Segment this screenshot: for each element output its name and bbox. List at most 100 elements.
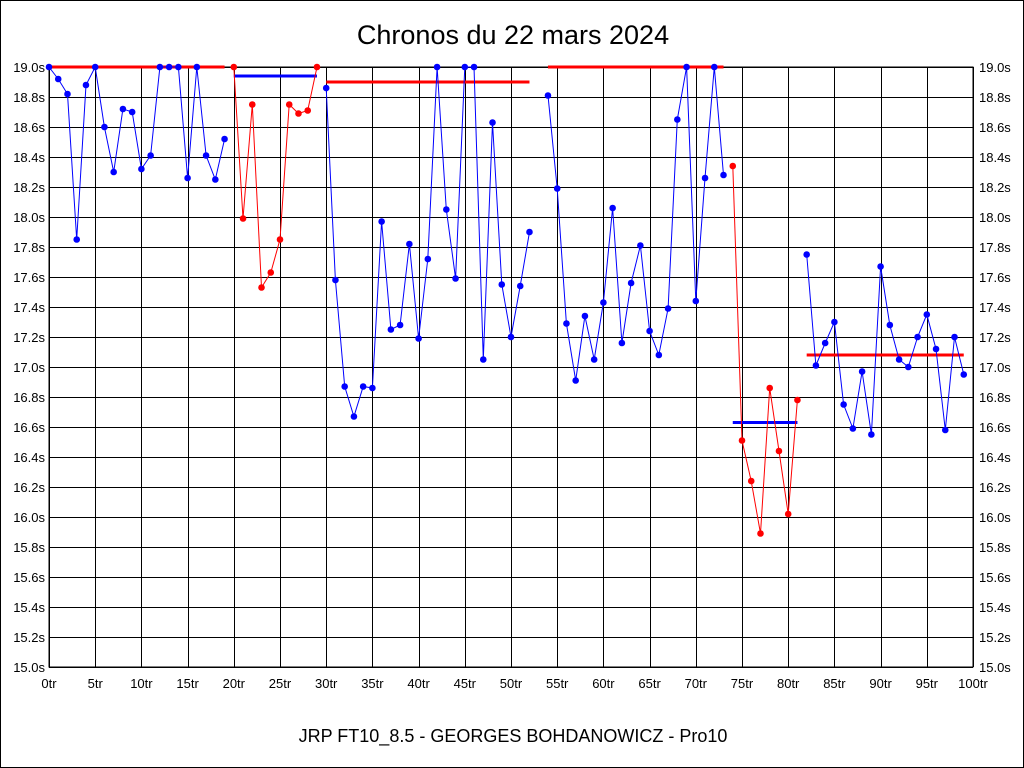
- y-tick-label-right: 17.2s: [979, 330, 1011, 345]
- data-point: [230, 63, 238, 71]
- y-tick-label-left: 19.0s: [13, 60, 45, 75]
- y-tick-label-right: 18.8s: [979, 90, 1011, 105]
- data-point: [184, 174, 191, 182]
- data-point: [775, 447, 783, 455]
- data-point: [452, 275, 459, 282]
- data-point: [914, 333, 921, 341]
- data-point: [119, 105, 127, 113]
- data-point: [378, 218, 385, 225]
- data-point: [350, 413, 358, 420]
- data-point: [895, 356, 903, 363]
- data-point: [701, 174, 709, 182]
- y-tick-label-left: 16.0s: [13, 510, 45, 525]
- y-tick-label-left: 18.8s: [13, 90, 45, 105]
- data-point: [877, 263, 884, 270]
- data-point: [692, 297, 700, 305]
- y-tick-label-left: 15.0s: [13, 660, 45, 675]
- data-point: [544, 92, 552, 99]
- data-point: [618, 339, 626, 347]
- data-point: [101, 123, 108, 131]
- data-point: [91, 63, 99, 71]
- data-point: [359, 383, 367, 390]
- x-tick-label: 0tr: [41, 676, 57, 691]
- x-tick-label: 30tr: [315, 676, 338, 691]
- x-tick-label: 90tr: [869, 676, 892, 691]
- series-line: [48, 65, 226, 240]
- data-point: [526, 228, 533, 236]
- x-tick-label: 15tr: [176, 676, 199, 691]
- data-point: [553, 185, 561, 192]
- data-point: [757, 530, 764, 537]
- y-tick-label-left: 16.8s: [13, 390, 45, 405]
- y-tick-label-left: 17.4s: [13, 300, 45, 315]
- data-point: [267, 269, 275, 276]
- data-point: [766, 384, 774, 392]
- x-tick-label: 40tr: [407, 676, 430, 691]
- data-point: [812, 362, 820, 369]
- data-point: [295, 110, 302, 117]
- data-point: [951, 333, 958, 341]
- series-line: [547, 66, 724, 381]
- y-tick-label-right: 15.0s: [979, 660, 1011, 675]
- data-point: [82, 81, 90, 89]
- y-tick-label-right: 18.6s: [979, 120, 1011, 135]
- data-point: [720, 171, 727, 179]
- y-tick-label-left: 18.4s: [13, 150, 45, 165]
- data-point: [868, 431, 875, 438]
- data-point: [941, 426, 949, 434]
- data-point: [821, 339, 829, 347]
- y-tick-label-right: 18.4s: [979, 150, 1011, 165]
- data-point: [258, 284, 265, 291]
- data-point: [831, 318, 838, 326]
- data-point: [960, 371, 968, 378]
- data-point: [202, 152, 210, 159]
- y-axis-right-labels: 15.0s 15.2s 15.4s 15.6s 15.8s 16.0s 16.2s 16.4s…: [979, 60, 1011, 675]
- y-tick-label-left: 15.4s: [13, 600, 45, 615]
- data-point: [138, 165, 145, 173]
- y-tick-label-left: 18.6s: [13, 120, 45, 135]
- grid-layer: [48, 66, 974, 668]
- data-point: [45, 63, 53, 71]
- y-tick-label-right: 16.4s: [979, 450, 1011, 465]
- x-tick-label: 20tr: [223, 676, 246, 691]
- data-point: [248, 101, 256, 108]
- data-point: [498, 281, 506, 288]
- data-point: [507, 333, 515, 341]
- data-point: [803, 251, 810, 258]
- y-tick-label-right: 18.2s: [979, 180, 1011, 195]
- data-point: [784, 510, 792, 518]
- x-tick-label: 25tr: [269, 676, 292, 691]
- data-point: [221, 135, 228, 143]
- y-tick-label-left: 15.2s: [13, 630, 45, 645]
- x-tick-label: 65tr: [638, 676, 661, 691]
- data-point: [313, 63, 321, 71]
- data-point: [369, 384, 376, 392]
- y-tick-label-right: 18.0s: [979, 210, 1011, 225]
- data-point: [147, 152, 154, 159]
- data-point: [239, 215, 247, 222]
- data-point: [747, 477, 755, 485]
- x-tick-label: 55tr: [546, 676, 569, 691]
- y-tick-label-right: 19.0s: [979, 60, 1011, 75]
- y-tick-label-right: 15.4s: [979, 600, 1011, 615]
- y-tick-label-left: 16.4s: [13, 450, 45, 465]
- y-tick-label-right: 15.8s: [979, 540, 1011, 555]
- data-point: [674, 116, 681, 123]
- y-tick-label-left: 17.8s: [13, 240, 45, 255]
- x-tick-label: 35tr: [361, 676, 384, 691]
- y-tick-label-right: 16.2s: [979, 480, 1011, 495]
- data-point: [627, 279, 635, 287]
- data-point: [415, 335, 422, 342]
- x-tick-label: 70tr: [685, 676, 708, 691]
- x-tick-label: 95tr: [916, 676, 939, 691]
- y-tick-label-right: 15.2s: [979, 630, 1011, 645]
- data-point: [905, 363, 912, 371]
- y-tick-label-left: 18.0s: [13, 210, 45, 225]
- data-point: [655, 351, 663, 359]
- y-tick-label-left: 15.6s: [13, 570, 45, 585]
- data-point: [128, 108, 136, 116]
- y-tick-label-right: 17.4s: [979, 300, 1011, 315]
- data-point: [923, 311, 931, 318]
